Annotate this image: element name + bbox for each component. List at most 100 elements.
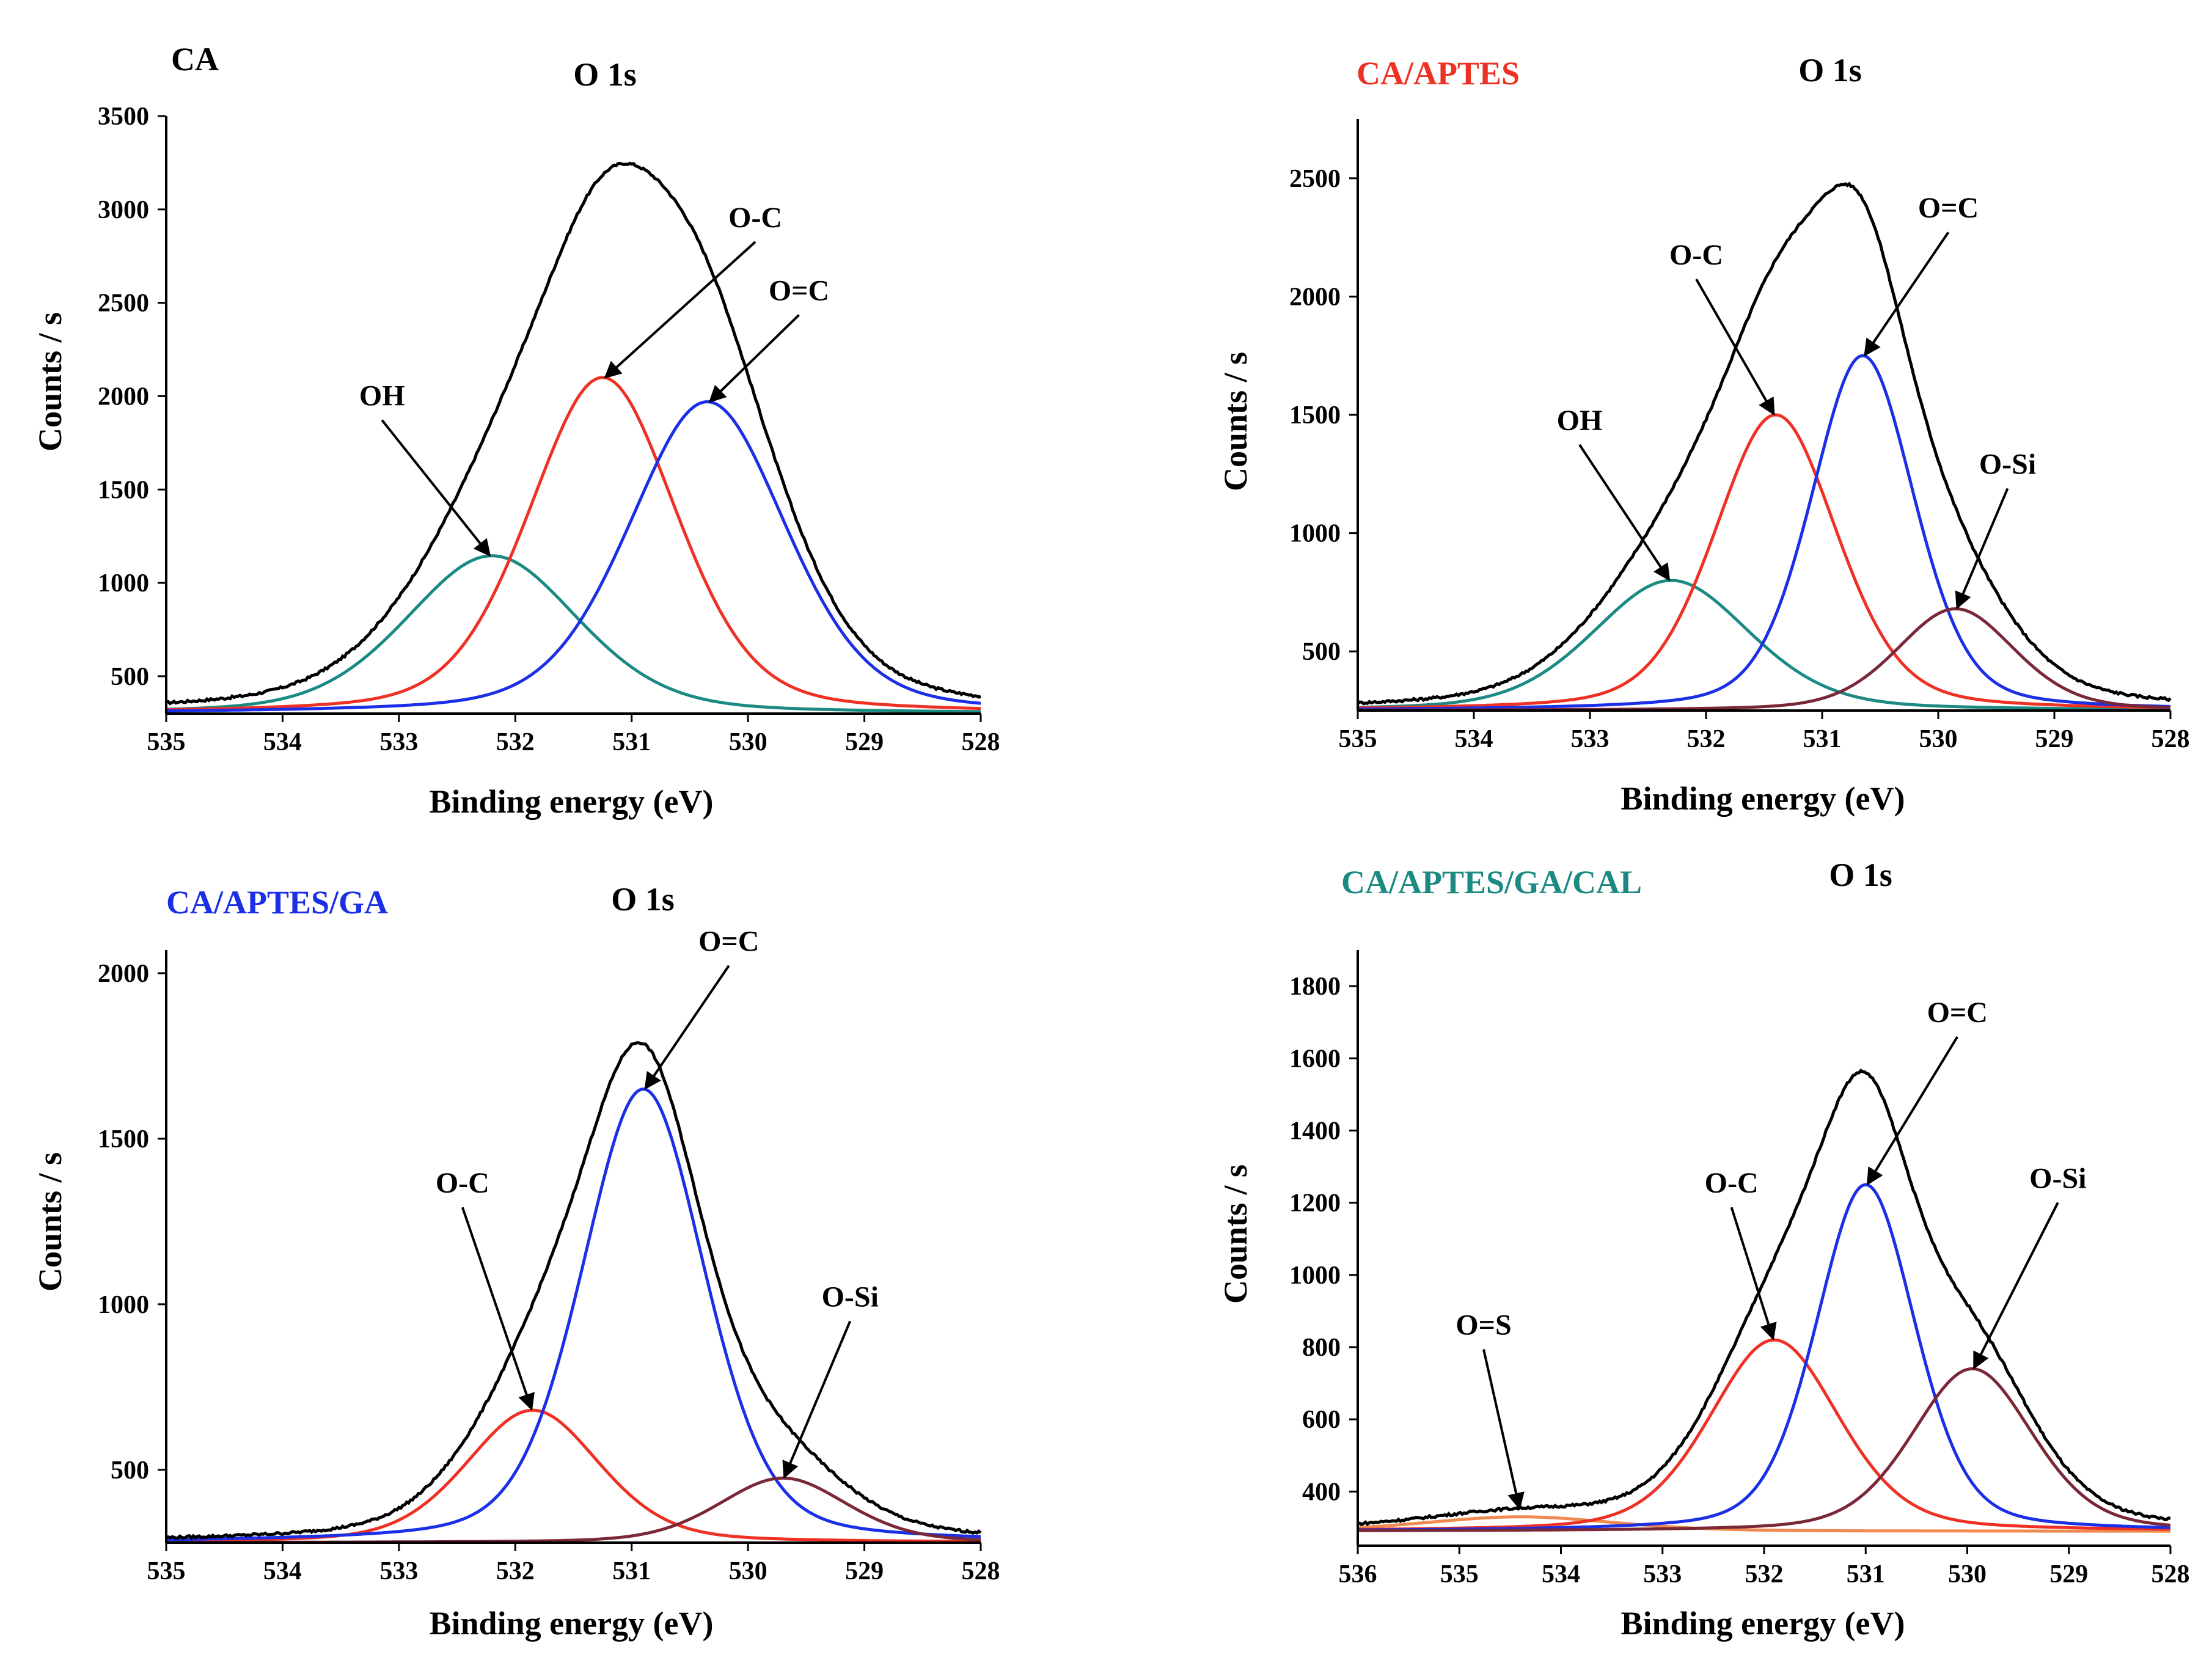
x-tick-label: 535: [147, 728, 186, 756]
y-axis-label-ca-aptes-ga-cal: Counts / s: [1217, 1164, 1254, 1304]
x-tick-label: 531: [612, 1557, 651, 1585]
x-tick-label: 531: [1847, 1560, 1885, 1588]
panel-title-ca-aptes: O 1s: [1798, 52, 1862, 89]
tick-group-ca-aptes: 535 534 533 532 531 530 529 528 500 1000 1500 2000 2…: [1289, 165, 2190, 753]
y-tick-label: 2000: [98, 960, 149, 988]
x-tick-label: 529: [2035, 725, 2074, 753]
x-tick-label: 530: [729, 1557, 767, 1585]
y-tick-label: 2500: [98, 290, 149, 318]
y-axis-label-ca-aptes: Counts / s: [1217, 352, 1254, 491]
x-tick-label: 528: [2152, 725, 2190, 753]
panel-ca-aptes: CA/APTES O 1s 535 534 533 532 531 530 529 528 50…: [1217, 52, 2190, 817]
peak-label-o-eq-c: O=C: [1918, 192, 1979, 224]
component-curve-o-eq-c: [166, 1087, 981, 1541]
axes-ca-aptes: [1357, 119, 2170, 712]
y-tick-label: 400: [1302, 1478, 1341, 1506]
component-curve-o-si: [1358, 1367, 2171, 1532]
y-tick-label: 1600: [1289, 1045, 1341, 1073]
y-tick-label: 1800: [1289, 973, 1341, 1001]
component-curve-o-eq-c: [1358, 354, 2171, 711]
annotation-arrow-oh: [1578, 444, 1671, 582]
envelope-curve: [1357, 181, 2172, 706]
envelope-curve: [165, 1041, 982, 1541]
peak-label-oh: OH: [1557, 404, 1603, 437]
peak-label-oh: OH: [359, 380, 405, 412]
peak-label-o-eq-c: O=C: [1927, 996, 1988, 1029]
annotation-arrow-o-eq-s: [1482, 1349, 1525, 1510]
panel-title-ca-aptes-ga-cal: O 1s: [1829, 857, 1892, 893]
y-tick-label: 1000: [98, 1291, 149, 1319]
tick-group-ca: 535 534 533 532 531 530 529 528 500 1000 1500 2000 2…: [98, 103, 1000, 756]
x-axis-label-ca-aptes-ga: Binding energy (eV): [430, 1605, 714, 1642]
x-tick-label: 533: [379, 1557, 418, 1585]
y-tick-label: 800: [1302, 1334, 1341, 1362]
x-tick-label: 532: [496, 728, 535, 756]
peak-label-o-eq-s: O=S: [1456, 1309, 1511, 1342]
annotation-arrow-o-eq-c: [1866, 1036, 1958, 1186]
annotation-arrow-o-c: [1730, 1207, 1777, 1341]
y-tick-label: 3500: [98, 103, 149, 131]
annotation-arrow-o-si: [1955, 488, 2009, 610]
annotation-arrow-o-c: [604, 241, 756, 379]
sample-label-ca-aptes: CA/APTES: [1357, 55, 1520, 92]
x-tick-label: 533: [379, 728, 418, 756]
x-tick-label: 528: [962, 728, 1000, 756]
y-axis-label-ca-aptes-ga: Counts / s: [32, 1152, 68, 1292]
tick-group-ca-aptes-ga: 535 534 533 532 531 530 529 528 500 1000 1500 2000: [98, 960, 1000, 1585]
peak-label-o-si: O-Si: [822, 1281, 879, 1313]
peak-label-o-eq-c: O=C: [698, 926, 759, 958]
x-tick-label: 533: [1571, 725, 1610, 753]
y-tick-label: 1400: [1289, 1117, 1341, 1145]
axes-ca-aptes-ga: [165, 950, 981, 1544]
sample-label-ca: CA: [171, 41, 219, 78]
annotation-group-ca-aptes-ga: O-C O=C O-Si: [436, 926, 879, 1479]
component-curve-oh: [1357, 579, 2171, 711]
x-tick-label: 535: [147, 1557, 186, 1585]
x-axis-label-ca-aptes-ga-cal: Binding energy (eV): [1621, 1605, 1905, 1642]
sample-label-ca-aptes-ga-cal: CA/APTES/GA/CAL: [1341, 864, 1642, 901]
tick-group-ca-aptes-ga-cal: 536 535 534 533 532 531 530 529 528 400 600 800 1000…: [1289, 973, 2190, 1588]
peak-label-o-eq-c: O=C: [769, 275, 829, 307]
annotation-arrow-o-eq-c: [708, 314, 800, 403]
annotation-arrow-o-c: [1695, 279, 1775, 416]
peak-label-o-c: O-C: [1669, 239, 1723, 271]
annotation-arrow-o-eq-c: [644, 965, 730, 1090]
annotation-arrow-oh: [381, 419, 491, 557]
curve-group-ca: [166, 161, 981, 714]
x-tick-label: 534: [1455, 725, 1493, 753]
y-tick-label: 2000: [98, 382, 149, 411]
y-tick-label: 1000: [98, 569, 149, 598]
x-axis-label-ca: Binding energy (eV): [430, 783, 714, 820]
component-curve-o-c: [1357, 413, 2171, 710]
axes-ca: [165, 116, 981, 715]
x-tick-label: 533: [1643, 1560, 1682, 1588]
annotation-group-ca: OH O-C O=C: [359, 202, 829, 557]
x-axis-label-ca-aptes: Binding energy (eV): [1621, 780, 1905, 817]
y-tick-label: 1000: [1289, 520, 1341, 548]
y-tick-label: 1500: [98, 1125, 149, 1153]
component-curve-o-c: [166, 376, 981, 712]
y-tick-label: 1500: [1289, 401, 1341, 429]
panel-ca-aptes-ga: CA/APTES/GA O 1s 535 534 533 532 531 530 529 52…: [32, 881, 1000, 1642]
y-tick-label: 1500: [98, 476, 149, 504]
x-tick-label: 529: [845, 1557, 884, 1585]
curve-group-ca-aptes: [1357, 181, 2172, 712]
x-tick-label: 531: [612, 728, 651, 756]
x-tick-label: 534: [1542, 1560, 1580, 1588]
x-tick-label: 534: [263, 1557, 302, 1585]
peak-label-o-c: O-C: [728, 202, 782, 234]
x-tick-label: 529: [2049, 1560, 2088, 1588]
annotation-group-ca-aptes-ga-cal: O=S O-C O=C O-Si: [1456, 996, 2086, 1510]
sample-label-ca-aptes-ga: CA/APTES/GA: [166, 884, 388, 921]
annotation-arrow-o-si: [1972, 1202, 2059, 1370]
annotation-arrow-o-c: [461, 1207, 535, 1411]
component-curve-o-eq-s: [1357, 1515, 2170, 1533]
y-tick-label: 500: [111, 663, 149, 691]
panel-ca: CA O 1s 535 534 533 532 531 530 529 528 500 1000 1…: [32, 41, 1000, 820]
x-tick-label: 530: [1948, 1560, 1987, 1588]
annotation-arrow-o-eq-c: [1864, 232, 1950, 357]
y-tick-label: 600: [1302, 1406, 1341, 1434]
y-axis-label-ca: Counts / s: [32, 312, 68, 451]
